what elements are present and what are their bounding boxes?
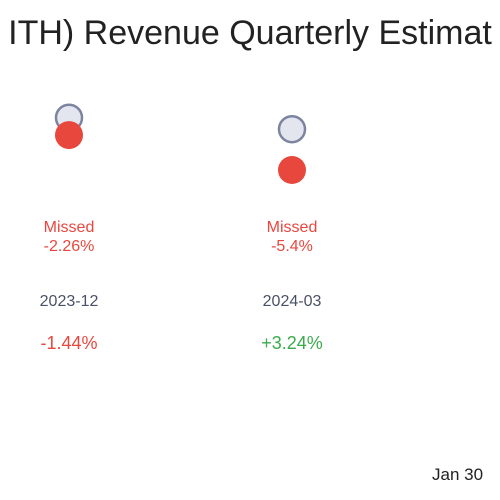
status-label: Missed xyxy=(44,219,95,236)
chart-marks: Missed -2.26% 2023-12 -1.44% Missed -5.4% 2024… xyxy=(40,103,323,353)
surprise-label: -5.4% xyxy=(271,238,313,255)
chart-title: ITH) Revenue Quarterly Estimat xyxy=(8,14,492,52)
status-label: Missed xyxy=(267,219,318,236)
change-label: +3.24% xyxy=(261,333,323,353)
period-label: 2024-03 xyxy=(263,293,322,310)
surprise-label: -2.26% xyxy=(44,238,95,255)
period-label: 2023-12 xyxy=(40,293,99,310)
chart-footer-date: Jan 30 xyxy=(432,465,483,484)
actual-point xyxy=(55,121,83,150)
actual-point xyxy=(278,156,306,184)
change-label: -1.44% xyxy=(40,333,97,353)
estimate-point xyxy=(277,114,307,144)
